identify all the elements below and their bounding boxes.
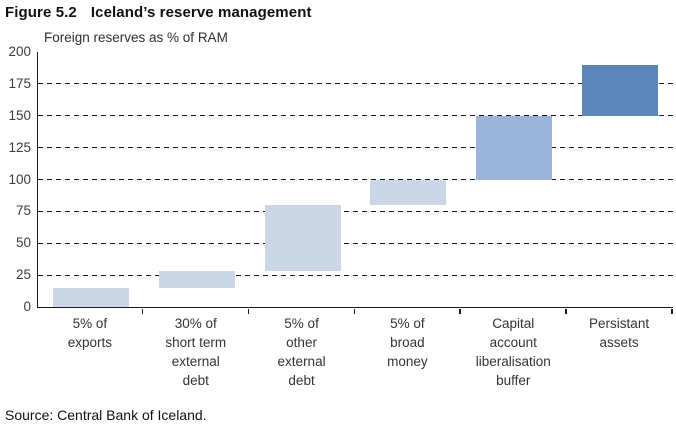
bar-segment bbox=[476, 115, 553, 180]
source-note: Source: Central Bank of Iceland. bbox=[5, 407, 207, 423]
x-axis-tick bbox=[247, 308, 250, 314]
y-axis-tick-label: 175 bbox=[8, 75, 31, 91]
x-axis-tick bbox=[353, 308, 355, 314]
bar-segment bbox=[370, 179, 447, 205]
y-axis-tick-label: 50 bbox=[15, 235, 31, 251]
y-axis-tick-label: 25 bbox=[15, 267, 31, 283]
y-axis-tick-label: 150 bbox=[8, 107, 31, 123]
gridline-175 bbox=[38, 83, 673, 85]
x-axis-tick bbox=[671, 308, 673, 314]
y-axis-tick-label: 0 bbox=[23, 299, 31, 314]
x-axis-category-label: 5% of other external debt bbox=[277, 316, 326, 388]
x-axis-tick bbox=[565, 308, 567, 314]
chart-subtitle: Foreign reserves as % of RAM bbox=[44, 30, 228, 45]
x-axis-category-label: Persistant assets bbox=[589, 316, 650, 350]
y-axis-tick-label: 75 bbox=[15, 203, 31, 219]
figure-number: Figure 5.2 bbox=[5, 4, 77, 21]
x-axis-category-label: Capital account liberalisation buffer bbox=[475, 316, 551, 388]
bar-segment bbox=[264, 205, 341, 272]
x-axis-category-label: 5% of broad money bbox=[387, 316, 428, 369]
gridline-25 bbox=[38, 274, 673, 276]
figure-title-text: Iceland’s reserve management bbox=[90, 4, 312, 21]
gridline-50 bbox=[38, 242, 673, 244]
gridline-75 bbox=[38, 210, 673, 212]
gridline-125 bbox=[38, 147, 673, 149]
x-axis-category-label: 5% of exports bbox=[67, 316, 113, 350]
y-axis-tick-label: 125 bbox=[8, 139, 31, 155]
plot-area bbox=[37, 52, 673, 308]
bar-segment bbox=[52, 287, 129, 307]
x-axis-tick bbox=[141, 308, 144, 314]
bar-segment bbox=[582, 64, 659, 116]
x-axis-category-label: 30% of short term external debt bbox=[165, 316, 227, 388]
gridline-150 bbox=[38, 115, 673, 117]
y-axis-tick-label: 200 bbox=[8, 44, 31, 59]
y-axis-tick-label: 100 bbox=[8, 171, 31, 187]
gridline-100 bbox=[38, 179, 673, 180]
x-axis-tick bbox=[459, 308, 461, 314]
bar-segment bbox=[158, 271, 235, 288]
figure-title: Figure 5.2 Iceland’s reserve management bbox=[5, 4, 312, 21]
